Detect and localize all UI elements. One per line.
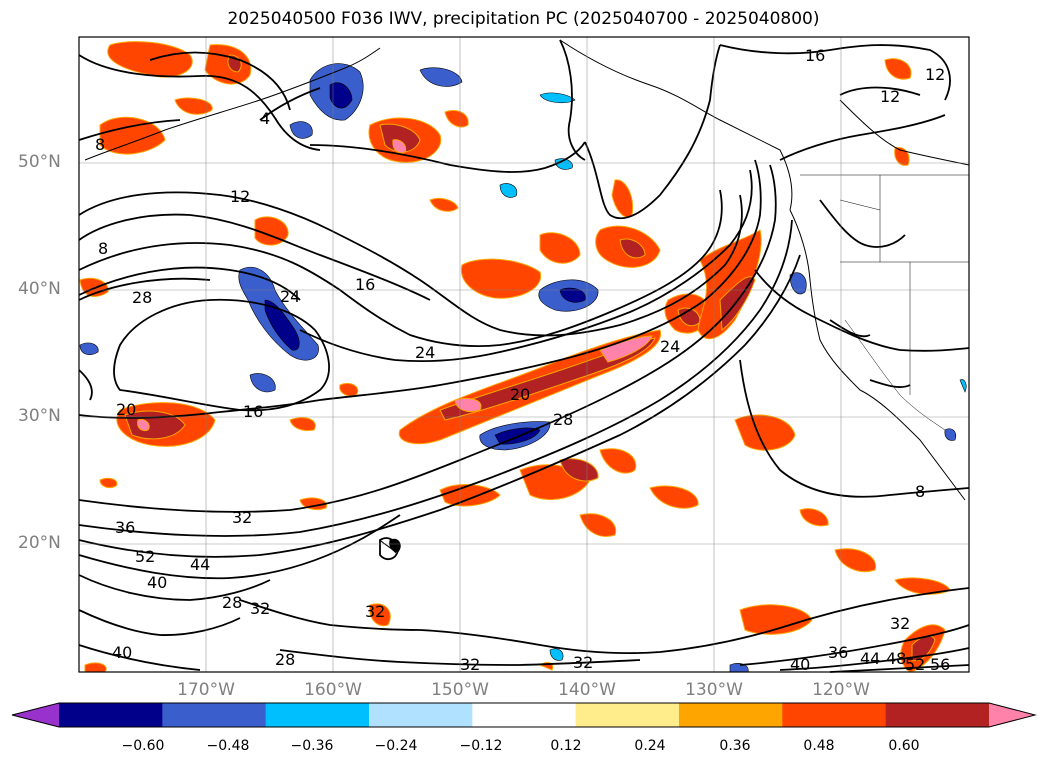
colorbar-segment — [679, 703, 783, 727]
lat-label: 40°N — [18, 279, 61, 299]
contour-label: 32 — [232, 508, 252, 527]
contour-label: 52 — [905, 655, 925, 674]
lon-label: 150°W — [431, 680, 489, 700]
colorbar-outline — [11, 702, 1037, 728]
contour-label: 4 — [260, 109, 270, 128]
contour-label-group: 4 8 8 8 12 12 12 16 16 16 20 20 24 24 24… — [95, 46, 950, 674]
contour-label: 28 — [132, 288, 152, 307]
colorbar-extend-high — [989, 703, 1035, 727]
contour-label: 52 — [135, 547, 155, 566]
precip-negative-patches — [79, 63, 967, 673]
contour-label: 12 — [230, 187, 250, 206]
iwv-contours — [78, 39, 970, 673]
colorbar-extend-low — [12, 703, 59, 727]
lat-label: 30°N — [18, 406, 61, 426]
colorbar-segment — [575, 703, 680, 727]
lon-label: 140°W — [558, 680, 616, 700]
contour-label: 20 — [510, 385, 530, 404]
colorbar-segment — [369, 703, 473, 727]
contour-label: 16 — [243, 402, 263, 421]
colorbar-segment — [885, 703, 990, 727]
colorbar-tick-label: −0.48 — [206, 738, 250, 754]
colorbar-tick-label: 0.48 — [803, 738, 835, 754]
contour-label: 32 — [460, 655, 480, 674]
contour-label: 40 — [147, 573, 167, 592]
lon-label: 160°W — [304, 680, 362, 700]
contour-label: 12 — [880, 87, 900, 106]
contour-label: 36 — [828, 643, 848, 662]
contour-label: 48 — [886, 649, 906, 668]
contour-label: 24 — [280, 287, 300, 306]
colorbar-tick-label: −0.24 — [374, 738, 418, 754]
colorbar-tick-label: 0.36 — [719, 738, 751, 754]
contour-label: 36 — [115, 518, 135, 537]
colorbar-segment — [265, 703, 370, 727]
colorbar-segment — [162, 703, 267, 727]
contour-label: 24 — [415, 343, 435, 362]
lat-label: 20°N — [18, 533, 61, 553]
map-frame-bg — [79, 37, 969, 672]
coastlines — [84, 39, 970, 554]
contour-label: 40 — [790, 655, 810, 674]
colorbar-tick-label: 0.12 — [550, 738, 582, 754]
contour-label: 56 — [930, 655, 950, 674]
contour-label: 44 — [860, 649, 880, 668]
map-frame — [78, 36, 970, 673]
contour-label: 16 — [805, 46, 825, 65]
contour-label: 24 — [660, 337, 680, 356]
contour-label: 28 — [222, 593, 242, 612]
contour-label: 40 — [112, 643, 132, 662]
contour-label: 32 — [573, 653, 593, 672]
contour-label: 12 — [925, 65, 945, 84]
colorbar-tick-label: 0.24 — [634, 738, 666, 754]
contour-label: 8 — [915, 482, 925, 501]
contour-label: 28 — [275, 650, 295, 669]
colorbar — [11, 702, 1037, 728]
colorbar-tick-label: −0.60 — [121, 738, 165, 754]
gridlines — [79, 37, 969, 672]
contour-label: 8 — [98, 239, 108, 258]
contour-label: 28 — [553, 410, 573, 429]
lon-label: 130°W — [685, 680, 743, 700]
contour-label: 32 — [365, 602, 385, 621]
lon-label: 170°W — [177, 680, 235, 700]
colorbar-tick-label: −0.12 — [459, 738, 503, 754]
colorbar-tick-label: −0.36 — [290, 738, 334, 754]
contour-label: 8 — [95, 135, 105, 154]
contour-label: 32 — [890, 614, 910, 633]
contour-label: 16 — [355, 275, 375, 294]
lon-label: 120°W — [812, 680, 870, 700]
lat-label: 50°N — [18, 152, 61, 172]
colorbar-tick-label: 0.60 — [888, 738, 920, 754]
colorbar-segment — [59, 703, 163, 727]
contour-label: 32 — [250, 599, 270, 618]
chart-title: 2025040500 F036 IWV, precipitation PC (2… — [227, 9, 820, 29]
contour-label: 20 — [116, 400, 136, 419]
contour-label: 44 — [190, 555, 210, 574]
colorbar-segment — [472, 703, 577, 727]
colorbar-segment — [782, 703, 887, 727]
